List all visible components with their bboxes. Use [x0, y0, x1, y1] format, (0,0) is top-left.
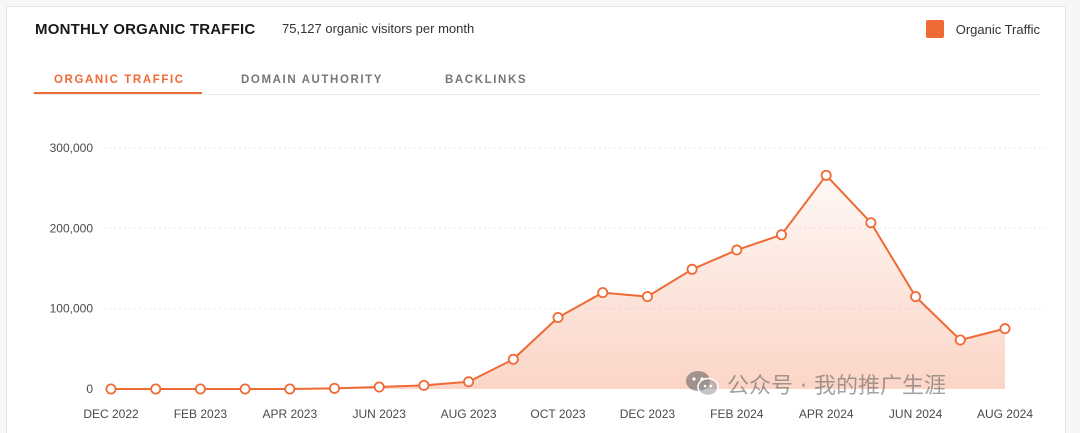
- tab-domain-authority[interactable]: DOMAIN AUTHORITY: [241, 74, 384, 86]
- tab-organic-traffic[interactable]: ORGANIC TRAFFIC: [54, 74, 185, 86]
- data-point: [820, 169, 832, 181]
- data-point: [731, 244, 743, 256]
- x-tick-label: FEB 2024: [710, 407, 764, 421]
- data-point: [328, 382, 340, 394]
- data-point: [552, 312, 564, 324]
- data-point: [284, 383, 296, 395]
- legend-label: Organic Traffic: [955, 21, 1040, 37]
- data-point: [954, 334, 966, 346]
- data-point: [865, 217, 877, 229]
- x-tick-label: AUG 2023: [441, 407, 497, 421]
- data-point: [239, 383, 251, 395]
- data-point: [641, 291, 653, 303]
- data-point: [776, 229, 788, 241]
- data-point: [507, 353, 519, 365]
- chart-tabs: ORGANIC TRAFFIC DOMAIN AUTHORITY BACKLIN…: [34, 74, 1040, 95]
- y-tick-label: 100,000: [50, 302, 94, 316]
- data-point: [463, 376, 475, 388]
- series-area-fill: [111, 175, 1005, 389]
- x-tick-label: DEC 2023: [620, 407, 676, 421]
- chart-title: MONTHLY ORGANIC TRAFFIC: [35, 21, 256, 38]
- data-point: [105, 383, 117, 395]
- data-point: [194, 383, 206, 395]
- x-tick-label: APR 2023: [262, 407, 317, 421]
- y-tick-label: 200,000: [50, 221, 94, 235]
- x-tick-label: AUG 2024: [977, 407, 1033, 421]
- data-point: [686, 263, 698, 275]
- data-point: [910, 291, 922, 303]
- x-tick-label: JUN 2024: [889, 407, 943, 421]
- y-tick-label: 0: [86, 382, 93, 396]
- x-tick-label: DEC 2022: [83, 407, 139, 421]
- active-tab-indicator: [34, 92, 202, 94]
- tab-backlinks[interactable]: BACKLINKS: [445, 74, 528, 86]
- x-tick-label: OCT 2023: [530, 407, 585, 421]
- data-point: [597, 287, 609, 299]
- data-point: [150, 383, 162, 395]
- x-tick-label: FEB 2023: [174, 407, 228, 421]
- x-tick-label: JUN 2023: [353, 407, 407, 421]
- data-point: [373, 381, 385, 393]
- data-point: [418, 379, 430, 391]
- chart-legend[interactable]: Organic Traffic: [925, 20, 1040, 38]
- legend-swatch-icon: [925, 20, 944, 38]
- visitors-summary: 75,127 organic visitors per month: [282, 21, 475, 36]
- x-tick-label: APR 2024: [799, 407, 854, 421]
- data-point: [999, 323, 1011, 335]
- y-tick-label: 300,000: [50, 141, 94, 155]
